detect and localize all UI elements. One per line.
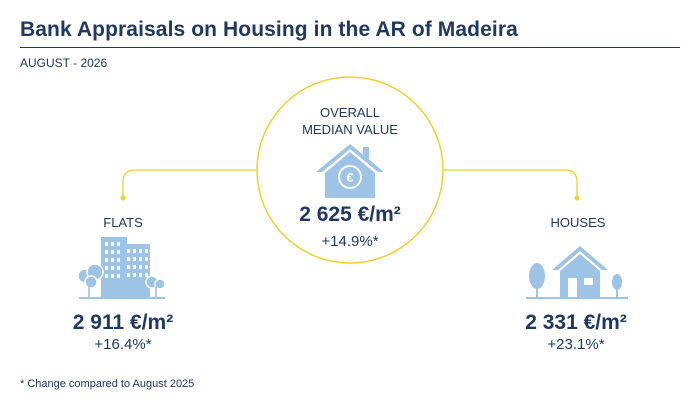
- apartment-buildings-icon: [77, 237, 166, 299]
- flats-change: +16.4%*: [94, 336, 152, 353]
- flats-median-value: 2 911 €/m²: [72, 311, 174, 334]
- title-divider: [20, 47, 680, 48]
- overall-median-value: 2 625 €/m²: [299, 203, 401, 226]
- connector-lines: [122, 169, 578, 196]
- houses-change: +23.1%*: [547, 336, 605, 353]
- right-connector: [437, 169, 578, 196]
- flats-label: FLATS: [103, 215, 143, 230]
- svg-text:€: €: [346, 170, 353, 185]
- right-connector-dot: [574, 195, 580, 201]
- left-connector-dot: [120, 195, 126, 201]
- houses-median-value: 2 331 €/m²: [525, 311, 627, 334]
- overall-label-line1: OVERALL: [320, 105, 380, 120]
- houses-label: HOUSES: [550, 215, 606, 230]
- house-with-trees-icon: [526, 246, 628, 299]
- house-euro-icon: €: [316, 144, 384, 198]
- left-connector: [122, 169, 263, 196]
- page-subtitle: AUGUST - 2026: [20, 56, 108, 70]
- overall-label: OVERALL MEDIAN VALUE: [275, 104, 425, 138]
- page-title: Bank Appraisals on Housing in the AR of …: [20, 18, 518, 41]
- footnote: * Change compared to August 2025: [20, 378, 195, 390]
- overall-label-line2: MEDIAN VALUE: [302, 122, 398, 137]
- overall-change: +14.9%*: [321, 233, 379, 250]
